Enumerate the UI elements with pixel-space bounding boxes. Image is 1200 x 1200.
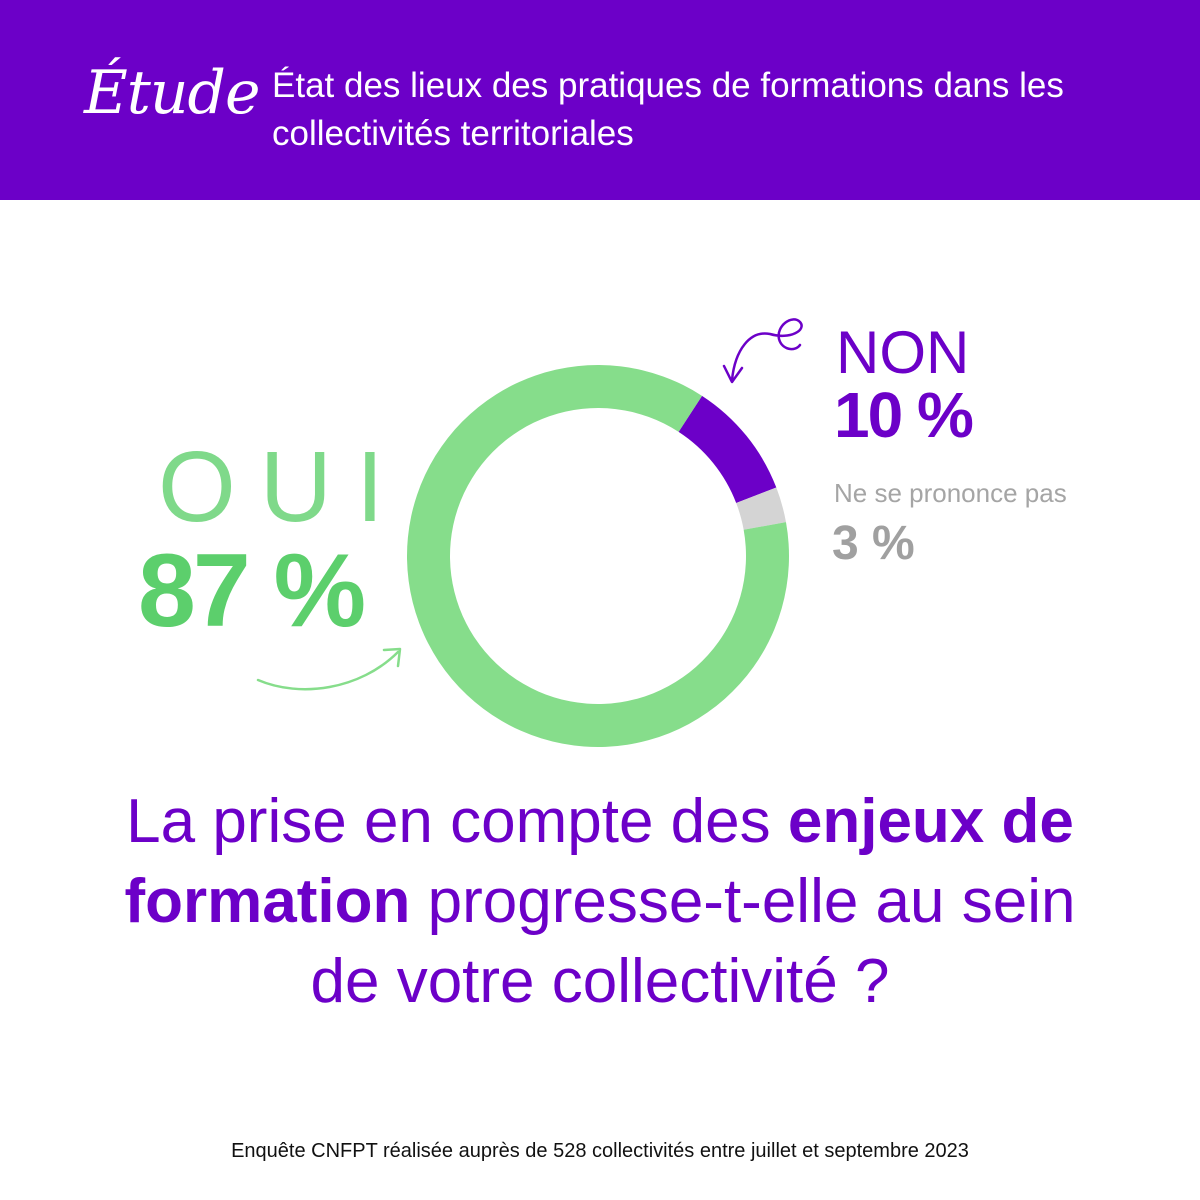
non-arrowhead-icon <box>722 364 744 384</box>
non-arrow-icon <box>730 318 803 382</box>
donut-slice-non <box>678 395 777 503</box>
question-bold: enjeux de formation <box>124 787 1074 936</box>
question-part-1: La prise en compte des <box>126 787 788 856</box>
legend-value-non: 10 % <box>834 379 974 451</box>
header-title: État des lieux des pratiques de formatio… <box>272 66 1064 153</box>
legend-value-oui: 87 % <box>138 533 366 649</box>
question-text: La prise en compte des enjeux de formati… <box>100 782 1100 1022</box>
donut-chart <box>256 318 803 747</box>
header-tag: Étude <box>84 58 260 128</box>
legend-label-oui: OUI <box>158 431 408 543</box>
oui-arrow-icon <box>256 650 400 691</box>
legend-label-nsp: Ne se prononce pas <box>834 478 1067 508</box>
oui-arrowhead-icon <box>382 647 402 668</box>
header-banner: Étude État des lieux des pratiques de fo… <box>0 0 1200 200</box>
legend-value-nsp: 3 % <box>832 517 915 570</box>
donut-slice-nsp <box>736 487 786 530</box>
source-footnote: Enquête CNFPT réalisée auprès de 528 col… <box>231 1140 969 1162</box>
legend-label-non: NON <box>836 319 970 386</box>
donut-slices <box>407 364 789 747</box>
question-part-2: progresse-t-elle au sein de votre collec… <box>310 867 1076 1016</box>
